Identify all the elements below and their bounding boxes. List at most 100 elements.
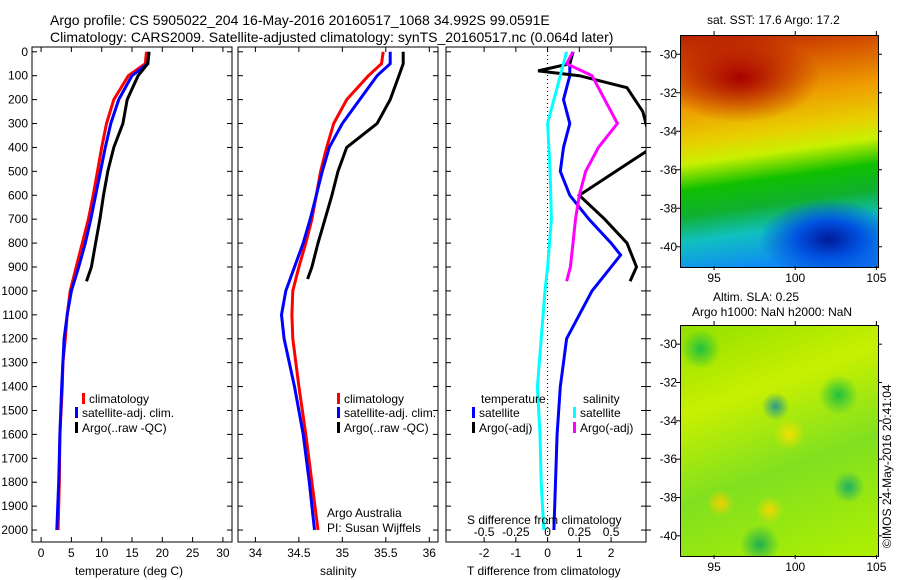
depth-tick-label: 1300 xyxy=(1,356,28,370)
series-line-argo-raw-qc- xyxy=(306,51,405,280)
legend-label: climatology xyxy=(344,392,405,406)
legend-diff-salinity-title: salinity xyxy=(583,392,620,406)
figure-title-line1: Argo profile: CS 5905022_204 16-May-2016… xyxy=(50,12,550,28)
depth-tick-label: 0 xyxy=(21,45,28,59)
panel-frame xyxy=(31,46,233,543)
depth-tick-label: 200 xyxy=(8,93,28,107)
lon-tick-label: 100 xyxy=(785,560,805,574)
sla-map-image xyxy=(680,325,879,557)
credit-pi: PI: Susan Wijffels xyxy=(327,521,421,535)
x-tick-label: 35 xyxy=(336,546,350,560)
sla-map-axes: 95 100 105 -30 -32 -34 -36 -38 -40 xyxy=(660,321,887,574)
lat-tick-label: -40 xyxy=(660,240,678,254)
legend-label: Argo(..raw -QC) xyxy=(82,421,167,435)
depth-tick-label: 1100 xyxy=(2,308,28,322)
legend-diff-s-argo: Argo(-adj) xyxy=(573,421,633,435)
legend-label: Argo(..raw -QC) xyxy=(344,421,429,435)
x-tick-label: 10 xyxy=(95,546,109,560)
figure-title-line2: Climatology: CARS2009. Satellite-adjuste… xyxy=(50,29,614,45)
lat-tick-label: -40 xyxy=(660,529,678,543)
credit-org: Argo Australia xyxy=(327,506,402,520)
x-tick-label: 34.5 xyxy=(287,546,311,560)
x-tick-label: 30 xyxy=(216,546,230,560)
series-line-argo-raw-qc- xyxy=(85,51,151,282)
depth-tick-label: 400 xyxy=(8,140,28,154)
legend-sal-argo: Argo(..raw -QC) xyxy=(337,421,429,435)
series-line-satellite-adj-clim- xyxy=(279,51,392,531)
lon-tick-label: 100 xyxy=(785,271,805,285)
legend-temp-argo: Argo(..raw -QC) xyxy=(75,421,167,435)
panel-frame xyxy=(445,46,647,543)
legend-swatch xyxy=(337,393,340,404)
sla-map-subtitle: Argo h1000: NaN h2000: NaN xyxy=(692,305,853,319)
lat-tick-label: -32 xyxy=(660,376,678,390)
legend-swatch xyxy=(75,422,78,433)
legend-label: climatology xyxy=(89,392,150,406)
legend-swatch xyxy=(75,407,78,418)
t-diff-xlabel: T difference from climatology xyxy=(467,564,621,578)
s-diff-xlabel: S difference from climatology xyxy=(467,513,622,527)
x-tick-label: 25 xyxy=(186,546,200,560)
legend-swatch xyxy=(472,422,475,433)
s-diff-tick-label: 0 xyxy=(544,525,551,539)
x-tick-label: 20 xyxy=(156,546,170,560)
legend-label: satellite xyxy=(580,406,621,420)
lat-tick-label: -30 xyxy=(660,337,678,351)
legend-label: satellite xyxy=(479,406,520,420)
depth-tick-label: 700 xyxy=(8,212,28,226)
lat-tick-label: -38 xyxy=(660,201,678,215)
series-line-t-argo-adj- xyxy=(537,51,646,282)
imos-timestamp: ©IMOS 24-May-2016 20:41:04 xyxy=(880,384,894,548)
lon-tick-label: 105 xyxy=(866,271,886,285)
depth-tick-label: 1200 xyxy=(1,332,28,346)
series-line-climatology xyxy=(290,51,385,531)
x-tick-label: -2 xyxy=(479,546,490,560)
legend-temp-climatology: climatology xyxy=(82,392,149,406)
lat-tick-label: -38 xyxy=(660,491,678,505)
legend-label: Argo(-adj) xyxy=(580,421,634,435)
legend-swatch xyxy=(337,422,340,433)
s-diff-tick-label: -0.5 xyxy=(474,525,495,539)
depth-tick-label: 1700 xyxy=(1,451,28,465)
lat-tick-label: -34 xyxy=(660,414,678,428)
x-tick-label: 36 xyxy=(423,546,437,560)
legend-label: Argo(-adj) xyxy=(479,421,533,435)
sst-map-title: sat. SST: 17.6 Argo: 17.2 xyxy=(707,13,840,27)
lon-tick-label: 95 xyxy=(707,271,721,285)
sst-map-axes: 95 100 105 -30 -32 -34 -36 -38 -40 xyxy=(660,31,887,285)
legend-label: satellite-adj. clim. xyxy=(82,406,175,420)
series-line-satellite-adj-clim- xyxy=(55,51,151,531)
lat-tick-label: -30 xyxy=(660,47,678,61)
x-tick-label: 0 xyxy=(544,546,551,560)
depth-tick-label: 600 xyxy=(8,188,28,202)
depth-tick-label: 800 xyxy=(8,236,28,250)
x-tick-label: 15 xyxy=(125,546,139,560)
x-tick-label: 35.5 xyxy=(374,546,398,560)
depth-tick-label: 1800 xyxy=(1,475,28,489)
depth-tick-label: 2000 xyxy=(1,523,28,537)
s-diff-tick-label: -0.25 xyxy=(502,525,530,539)
depth-tick-label: 1900 xyxy=(1,499,28,513)
legend-sal-climatology: climatology xyxy=(337,392,404,406)
legend-diff-s-satellite: satellite xyxy=(573,406,621,420)
x-tick-label: 34 xyxy=(249,546,263,560)
x-tick-label: 0 xyxy=(38,546,45,560)
legend-diff-t-satellite: satellite xyxy=(472,406,520,420)
lon-tick-label: 95 xyxy=(707,560,721,574)
depth-tick-label: 1600 xyxy=(1,427,28,441)
legend-swatch xyxy=(573,422,576,433)
lat-tick-label: -36 xyxy=(660,452,678,466)
sla-map-title: Altim. SLA: 0.25 xyxy=(713,290,800,304)
legend-sal-satellite: satellite-adj. clim. xyxy=(337,406,436,420)
legend-temp-satellite: satellite-adj. clim. xyxy=(75,406,174,420)
legend-diff-t-argo: Argo(-adj) xyxy=(472,421,532,435)
depth-tick-label: 900 xyxy=(8,260,28,274)
x-tick-label: -1 xyxy=(511,546,522,560)
lon-tick-label: 105 xyxy=(866,560,886,574)
depth-tick-label: 300 xyxy=(8,117,28,131)
panel-temperature: 0100200300400500600700800900100011001200… xyxy=(1,45,233,560)
legend-swatch xyxy=(337,407,340,418)
lat-tick-label: -36 xyxy=(660,163,678,177)
